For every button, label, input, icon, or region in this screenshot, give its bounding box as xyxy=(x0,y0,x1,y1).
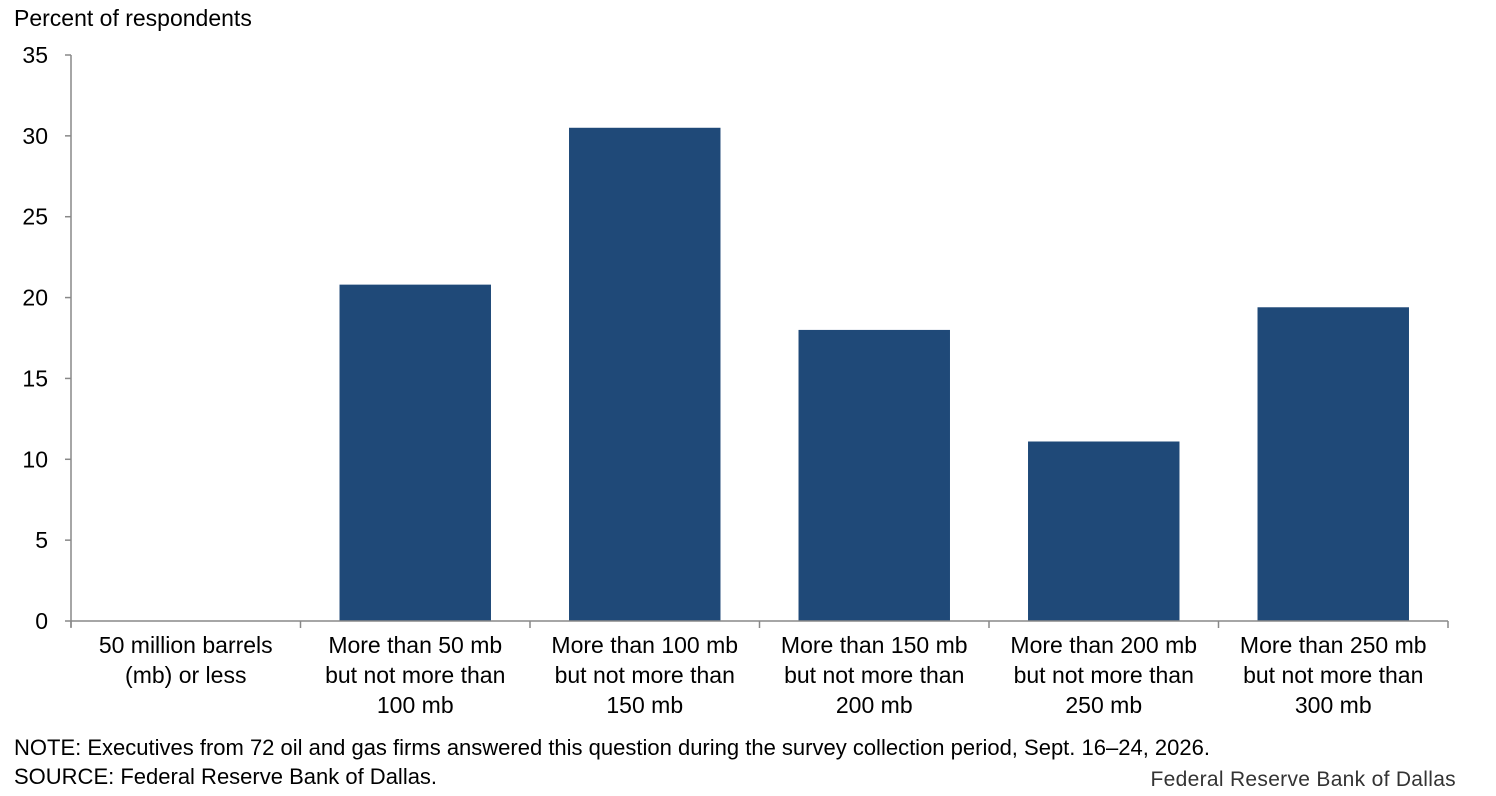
bar-2 xyxy=(339,284,491,621)
x-tick-label: 150 mb xyxy=(606,692,683,718)
y-tick-label: 0 xyxy=(35,608,48,634)
axes-group xyxy=(70,55,1449,628)
y-axis-title: Percent of respondents xyxy=(14,5,252,31)
x-tick-label: More than 100 mb xyxy=(551,632,738,658)
y-tick-label: 25 xyxy=(22,204,48,230)
x-tick-label: More than 150 mb xyxy=(781,632,968,658)
x-tick-label: 100 mb xyxy=(377,692,454,718)
x-labels-group: 50 million barrels (mb) or less More than … xyxy=(99,632,1427,718)
x-tick-label: (mb) or less xyxy=(125,662,246,688)
y-tick-label: 30 xyxy=(22,123,48,149)
footnote: NOTE: Executives from 72 oil and gas fir… xyxy=(14,733,1210,791)
x-tick-label: More than 50 mb xyxy=(328,632,502,658)
x-tick-label: 50 million barrels xyxy=(99,632,273,658)
bar-6 xyxy=(1257,307,1409,621)
x-tick-label: 250 mb xyxy=(1065,692,1142,718)
x-tick-label: but not more than xyxy=(555,662,735,688)
bar-4 xyxy=(798,329,950,621)
source-text: SOURCE: Federal Reserve Bank of Dallas. xyxy=(14,764,438,789)
x-tick-label: More than 200 mb xyxy=(1010,632,1197,658)
x-tick-label: but not more than xyxy=(784,662,964,688)
y-tick-label: 20 xyxy=(22,285,48,311)
bar-5 xyxy=(1028,441,1180,621)
x-tick-label: 200 mb xyxy=(836,692,913,718)
x-tick-label: but not more than xyxy=(325,662,505,688)
brand-logo-text: Federal Reserve Bank of Dallas xyxy=(1150,768,1456,791)
bars-group xyxy=(339,127,1409,622)
y-tick-label: 5 xyxy=(35,527,48,553)
x-tick-label: but not more than xyxy=(1014,662,1194,688)
y-tick-label: 35 xyxy=(22,42,48,68)
note-text: NOTE: Executives from 72 oil and gas fir… xyxy=(14,735,1210,760)
x-tick-label: but not more than xyxy=(1243,662,1423,688)
bar-3 xyxy=(569,127,721,622)
bar-chart: 0 5 10 15 20 25 30 35 50 million barrels (mb) or… xyxy=(22,42,1449,718)
y-tick-label: 10 xyxy=(22,446,48,472)
y-ticks-group: 0 5 10 15 20 25 30 35 xyxy=(22,42,71,634)
y-tick-label: 15 xyxy=(22,365,48,391)
x-tick-label: More than 250 mb xyxy=(1240,632,1427,658)
x-tick-label: 300 mb xyxy=(1295,692,1372,718)
